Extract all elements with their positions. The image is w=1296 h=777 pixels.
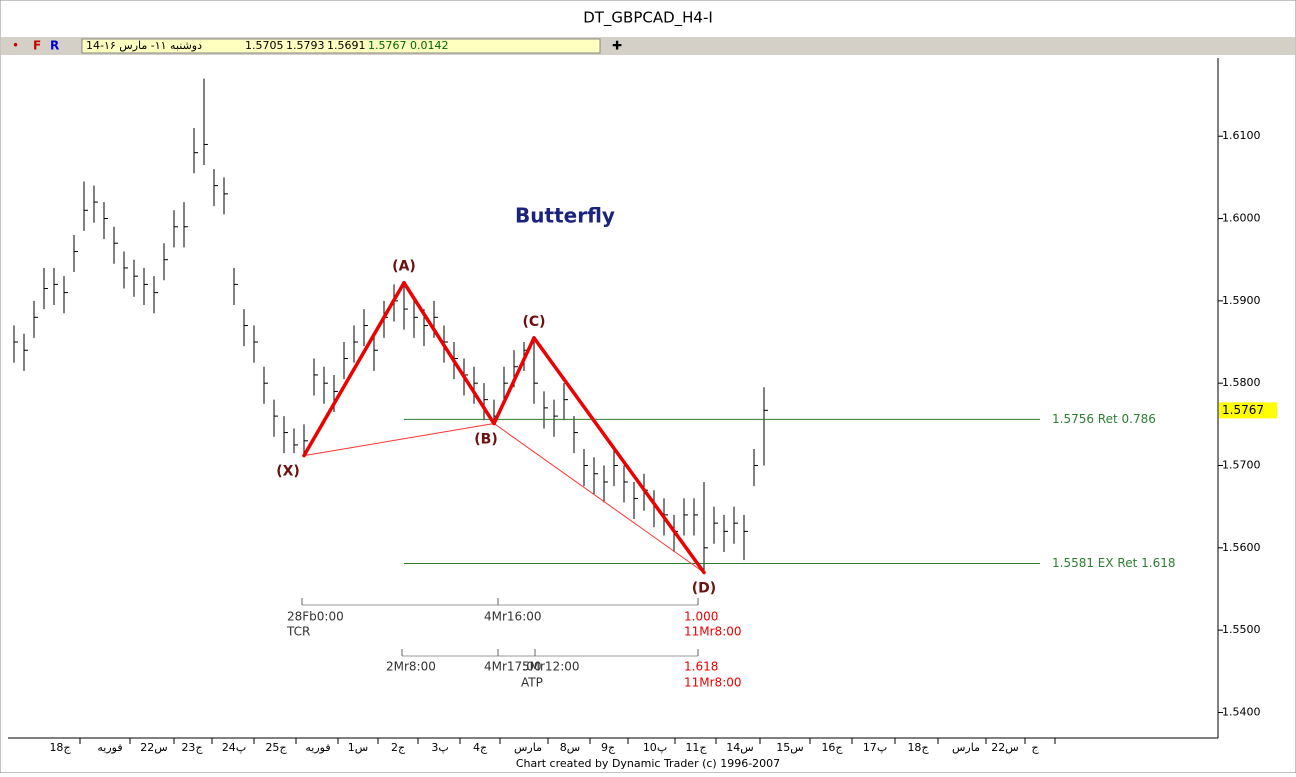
flag[interactable]: R [50, 39, 59, 53]
projection-label: 4Mr17:00 [484, 660, 542, 674]
x-tick-label: 10پ [643, 741, 667, 754]
y-tick-label: 1.5900 [1222, 294, 1261, 307]
info-date: 14-۱۶ دوشنبه ۱۱- مارس [86, 39, 202, 52]
info-change: 0.0142 [410, 39, 449, 52]
pattern-label: (C) [522, 314, 545, 330]
flag: • [12, 39, 19, 53]
info-close: 1.5767 [368, 39, 407, 52]
y-tick-label: 1.6100 [1222, 129, 1261, 142]
title-bar [1, 1, 1295, 35]
x-tick-label: 4ج [473, 741, 488, 754]
y-tick-label: 1.6000 [1222, 212, 1261, 225]
x-tick-label: 1س [348, 741, 368, 754]
pattern-label: (D) [692, 581, 716, 597]
x-tick-label: 25ج [265, 741, 287, 754]
projection-label: 1.000 [684, 610, 718, 624]
x-tick-label: 18ج [49, 741, 71, 754]
x-tick-label: 16ج [821, 741, 843, 754]
pattern-leg [402, 280, 496, 426]
x-tick-label: 15س [776, 741, 803, 754]
x-tick-label: 18ج [907, 741, 929, 754]
pattern-thin [493, 423, 705, 573]
info-high: 1.5793 [286, 39, 325, 52]
projection-label: 11Mr8:00 [684, 625, 742, 639]
info-open: 1.5705 [245, 39, 284, 52]
level-label: 1.5756 Ret 0.786 [1052, 412, 1156, 426]
x-tick-label: 22س [991, 741, 1018, 754]
projection-label: 11Mr8:00 [684, 676, 742, 690]
y-tick-label: 1.5700 [1222, 459, 1261, 472]
y-tick-label: 1.5500 [1222, 623, 1261, 636]
projection-label: 5Mr12:00 [522, 660, 580, 674]
last-price-label: 1.5767 [1222, 403, 1264, 417]
flag[interactable]: F [33, 39, 41, 53]
projection-label: 2Mr8:00 [386, 660, 436, 674]
x-tick-label: فوريه [97, 741, 122, 754]
x-tick-label: فوريه [305, 741, 330, 754]
pattern-label: (X) [276, 464, 300, 480]
y-tick-label: 1.5400 [1222, 705, 1261, 718]
pattern-label: (A) [392, 259, 416, 275]
info-field [81, 38, 601, 54]
x-tick-label: 9ج [601, 741, 616, 754]
pattern-label: (B) [474, 432, 497, 448]
pattern-leg [302, 280, 406, 458]
pattern-thin [303, 423, 495, 457]
projection-label: ATP [521, 676, 543, 690]
x-tick-label: 23ج [181, 741, 203, 754]
pattern-leg [492, 336, 536, 426]
x-tick-label: مارس [514, 741, 542, 754]
projection-label: TCR [286, 625, 310, 639]
window-title: DT_GBPCAD_H4-I [583, 9, 713, 28]
pattern-leg [532, 336, 706, 575]
x-tick-label: 17پ [863, 741, 887, 754]
x-tick-label: 24پ [222, 741, 246, 754]
last-price-box [1219, 402, 1277, 419]
y-tick-label: 1.5800 [1222, 376, 1261, 389]
chart-title: Butterfly [515, 204, 615, 228]
info-low: 1.5691 [327, 39, 366, 52]
x-tick-label: 14س [726, 741, 753, 754]
x-tick-label: 2ج [391, 741, 406, 754]
x-tick-label: 3پ [431, 741, 448, 754]
y-tick-label: 1.5600 [1222, 541, 1261, 554]
projection-label: 1.618 [684, 660, 718, 674]
footer: Chart created by Dynamic Trader (c) 1996… [516, 757, 780, 770]
projection-label: 28Fb0:00 [287, 610, 344, 624]
plus-button[interactable]: ✚ [612, 39, 622, 53]
x-tick-label: 11ج [685, 741, 707, 754]
x-tick-label: ج [1031, 741, 1039, 754]
x-tick-label: مارس [952, 741, 980, 754]
x-tick-label: 22س [140, 741, 167, 754]
time-projections: 28Fb0:00 TCR 4Mr16:00 1.000 11Mr8:00 2Mr… [286, 598, 742, 690]
x-tick-label: 8س [560, 741, 580, 754]
projection-label: 4Mr16:00 [484, 610, 542, 624]
level-label: 1.5581 EX Ret 1.618 [1052, 556, 1175, 570]
